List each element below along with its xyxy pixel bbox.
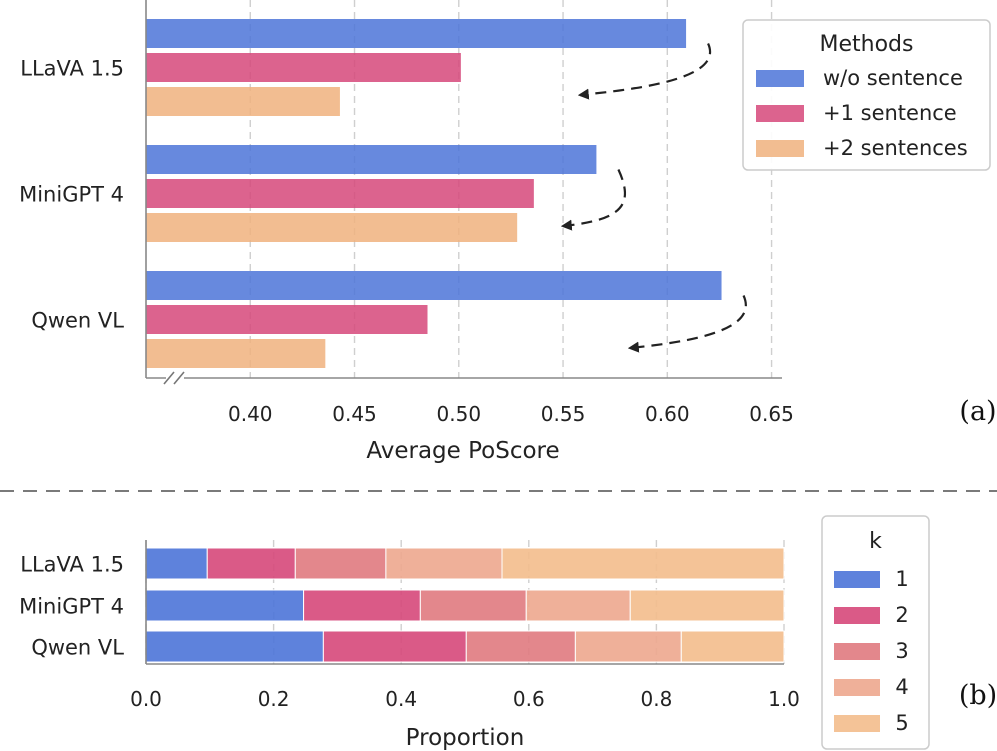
x-tick-label: 0.45 <box>332 402 377 426</box>
panel-a-axes <box>145 0 782 385</box>
legend-swatch-k4 <box>834 679 880 696</box>
segment-llava-1-5-k5 <box>501 547 785 580</box>
category-label-llava-1-5: LLaVA 1.5 <box>20 553 124 577</box>
bar-qwen-vl-1-sentence <box>146 305 428 334</box>
x-tick-label: 0.2 <box>258 687 290 711</box>
panel-a-bars <box>146 19 722 368</box>
segment-qwen-vl-k5 <box>680 630 785 663</box>
legend-label-k4: 4 <box>895 675 908 699</box>
axis-break-mark <box>173 371 185 385</box>
legend-label-w-o-sentence: w/o sentence <box>823 66 963 90</box>
legend-swatch-2-sentences <box>756 140 804 157</box>
panel-a-legend: Methods w/o sentence +1 sentence +2 sentenc… <box>742 19 991 171</box>
x-tick-label: 0.40 <box>228 402 273 426</box>
legend-swatch-k1 <box>834 571 880 588</box>
bar-minigpt-4-w-o-sentence <box>146 145 597 174</box>
legend-label-k1: 1 <box>895 567 908 591</box>
legend-title: k <box>869 529 882 554</box>
panel-a-label: (a) <box>959 396 996 427</box>
panel-b-label: (b) <box>959 680 997 711</box>
bar-qwen-vl-2-sentences <box>146 339 326 368</box>
category-label-qwen-vl: Qwen VL <box>31 309 124 333</box>
legend-label-k3: 3 <box>895 639 908 663</box>
x-tick-label: 0.4 <box>385 687 417 711</box>
legend-swatch-k2 <box>834 607 880 624</box>
trend-arrow-minigpt-4 <box>560 169 627 231</box>
panel-a-tick-labels: 0.40 0.45 0.50 0.55 0.60 0.65 <box>228 402 794 426</box>
panel-a-category-labels: LLaVA 1.5 MiniGPT 4 Qwen VL <box>19 57 124 333</box>
trend-arrow-qwen-vl <box>627 295 747 353</box>
panel-b-x-axis-label: Proportion <box>406 725 525 751</box>
segment-qwen-vl-k2 <box>322 630 467 663</box>
legend-swatch-w-o-sentence <box>756 70 804 87</box>
segment-minigpt-4-k3 <box>419 589 527 622</box>
legend-box <box>742 19 991 171</box>
axis-break-mark <box>163 371 175 385</box>
category-label-qwen-vl: Qwen VL <box>31 636 124 660</box>
segment-qwen-vl-k3 <box>465 630 576 663</box>
legend-label-1-sentence: +1 sentence <box>823 101 957 125</box>
legend-label-k5: 5 <box>895 711 908 735</box>
segment-qwen-vl-k1 <box>145 630 324 663</box>
trend-arrow-llava-1-5 <box>577 43 712 100</box>
x-tick-label: 0.65 <box>749 402 794 426</box>
category-label-minigpt-4: MiniGPT 4 <box>19 183 124 207</box>
segment-llava-1-5-k4 <box>385 547 503 580</box>
legend-label-2-sentences: +2 sentences <box>823 136 968 160</box>
legend-swatch-k3 <box>834 643 880 660</box>
bar-minigpt-4-2-sentences <box>146 213 518 242</box>
segment-qwen-vl-k4 <box>574 630 682 663</box>
x-tick-label: 0.6 <box>513 687 545 711</box>
bar-minigpt-4-1-sentence <box>146 179 534 208</box>
bar-llava-1-5-2-sentences <box>146 87 340 116</box>
legend-label-k2: 2 <box>895 603 908 627</box>
x-tick-label: 1.0 <box>768 687 800 711</box>
panel-b-legend: k1 2 3 4 5 <box>821 515 930 750</box>
legend-swatch-k5 <box>834 715 880 732</box>
segment-minigpt-4-k4 <box>525 589 631 622</box>
category-label-llava-1-5: LLaVA 1.5 <box>20 57 124 81</box>
panel-a-arrows <box>560 43 747 353</box>
segment-minigpt-4-k1 <box>145 589 305 622</box>
x-tick-label: 0.0 <box>130 687 162 711</box>
panel-a-x-axis-label: Average PoScore <box>366 438 559 464</box>
segment-llava-1-5-k1 <box>145 547 208 580</box>
segment-minigpt-4-k5 <box>629 589 785 622</box>
bar-qwen-vl-w-o-sentence <box>146 271 722 300</box>
x-tick-label: 0.55 <box>541 402 586 426</box>
category-label-minigpt-4: MiniGPT 4 <box>19 595 124 619</box>
bar-llava-1-5-1-sentence <box>146 53 461 82</box>
panel-b-tick-labels: 0.0 0.2 0.4 0.6 0.8 1.0 <box>130 687 800 711</box>
x-tick-label: 0.60 <box>645 402 690 426</box>
segment-minigpt-4-k2 <box>303 589 421 622</box>
segment-llava-1-5-k2 <box>206 547 296 580</box>
x-tick-label: 0.50 <box>437 402 482 426</box>
legend-title: Methods <box>820 32 914 57</box>
panel-b-axes <box>145 540 784 665</box>
panel-b-bars <box>145 547 785 663</box>
bar-llava-1-5-w-o-sentence <box>146 19 687 48</box>
segment-llava-1-5-k3 <box>294 547 387 580</box>
x-tick-label: 0.8 <box>640 687 672 711</box>
axis-break-gap <box>166 374 184 382</box>
panel-b-category-labels: LLaVA 1.5 MiniGPT 4 Qwen VL <box>19 553 124 660</box>
legend-swatch-1-sentence <box>756 105 804 122</box>
